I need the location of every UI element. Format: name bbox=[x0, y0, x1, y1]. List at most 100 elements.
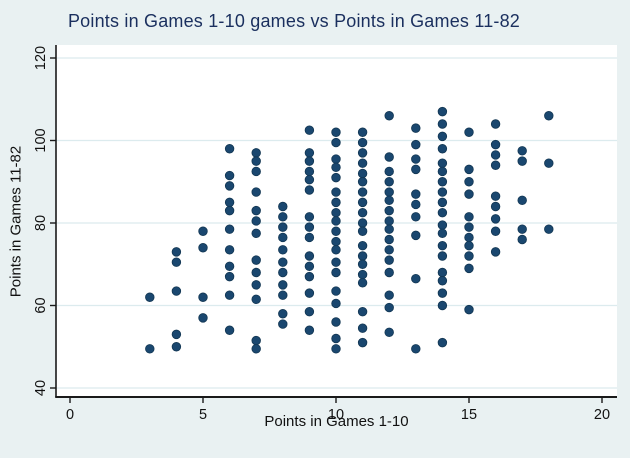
scatter-point bbox=[224, 197, 235, 208]
scatter-point bbox=[331, 137, 341, 148]
scatter-point bbox=[251, 216, 261, 226]
scatter-point bbox=[357, 240, 368, 251]
scatter-point bbox=[251, 156, 261, 166]
scatter-point bbox=[331, 286, 341, 296]
scatter-point bbox=[490, 150, 501, 160]
scatter-point bbox=[278, 222, 288, 232]
scatter-point bbox=[384, 177, 394, 187]
scatter-point bbox=[437, 158, 448, 168]
scatter-point bbox=[278, 257, 288, 267]
scatter-point bbox=[171, 342, 182, 352]
scatter-point bbox=[357, 226, 368, 236]
scatter-point bbox=[384, 205, 394, 216]
scatter-point bbox=[331, 127, 341, 137]
scatter-point bbox=[437, 207, 448, 218]
scatter-point bbox=[278, 267, 288, 278]
scatter-point bbox=[357, 168, 368, 179]
x-tick-label: 0 bbox=[66, 407, 74, 423]
scatter-point bbox=[464, 251, 474, 261]
scatter-point bbox=[464, 164, 474, 175]
scatter-point bbox=[464, 263, 474, 274]
scatter-point bbox=[464, 177, 474, 187]
scatter-point bbox=[437, 337, 448, 348]
scatter-point bbox=[224, 271, 235, 282]
scatter-point bbox=[357, 127, 368, 137]
scatter-point bbox=[224, 205, 235, 216]
scatter-point bbox=[304, 271, 315, 282]
x-axis-title: Points in Games 1-10 bbox=[264, 413, 409, 430]
scatter-point bbox=[464, 304, 474, 315]
scatter-point bbox=[437, 197, 448, 208]
scatter-point bbox=[304, 306, 315, 317]
scatter-point bbox=[331, 172, 341, 183]
scatter-point bbox=[198, 226, 208, 236]
scatter-point bbox=[251, 148, 261, 158]
scatter-point bbox=[411, 154, 421, 164]
scatter-point bbox=[490, 160, 501, 170]
scatter-point bbox=[544, 158, 554, 168]
scatter-point bbox=[331, 317, 341, 327]
scatter-point bbox=[437, 240, 448, 251]
scatter-point bbox=[251, 267, 261, 278]
scatter-point bbox=[224, 181, 235, 191]
scatter-point bbox=[331, 162, 341, 173]
scatter-point bbox=[411, 139, 421, 150]
scatter-point bbox=[278, 212, 288, 222]
scatter-point bbox=[224, 261, 235, 272]
scatter-point bbox=[304, 288, 315, 298]
scatter-point bbox=[145, 344, 155, 354]
scatter-point bbox=[304, 174, 315, 185]
scatter-point bbox=[171, 286, 182, 296]
scatter-point bbox=[251, 187, 261, 197]
scatter-point bbox=[464, 232, 474, 243]
scatter-point bbox=[357, 177, 368, 187]
scatter-point bbox=[331, 207, 341, 218]
scatter-point bbox=[517, 224, 527, 234]
scatter-point bbox=[490, 191, 501, 201]
scatter-point bbox=[437, 166, 448, 177]
scatter-point bbox=[145, 292, 155, 302]
scatter-point bbox=[544, 111, 554, 121]
scatter-point bbox=[251, 255, 261, 265]
y-tick-label: 100 bbox=[33, 128, 49, 152]
scatter-point bbox=[437, 177, 448, 187]
scatter-point bbox=[437, 267, 448, 278]
scatter-point bbox=[331, 333, 341, 344]
scatter-point bbox=[437, 187, 448, 197]
scatter-point bbox=[357, 259, 368, 269]
scatter-point bbox=[490, 214, 501, 224]
scatter-point bbox=[437, 300, 448, 311]
x-tick-label: 15 bbox=[461, 407, 477, 423]
scatter-point bbox=[384, 111, 394, 121]
scatter-point bbox=[304, 232, 315, 243]
scatter-point bbox=[331, 197, 341, 208]
y-axis-title: Points in Games 11-82 bbox=[7, 145, 25, 298]
scatter-point bbox=[224, 224, 235, 234]
scatter-point bbox=[384, 224, 394, 234]
scatter-point bbox=[384, 290, 394, 300]
scatter-point bbox=[331, 187, 341, 197]
scatter-point bbox=[278, 245, 288, 255]
scatter-point bbox=[251, 344, 261, 354]
scatter-point bbox=[171, 247, 182, 257]
scatter-point bbox=[464, 222, 474, 232]
scatter-point bbox=[464, 212, 474, 222]
scatter-point bbox=[357, 323, 368, 333]
scatter-point bbox=[224, 290, 235, 300]
y-tick-label: 60 bbox=[33, 297, 49, 313]
scatter-point bbox=[464, 240, 474, 251]
scatter-point bbox=[357, 278, 368, 288]
scatter-point bbox=[304, 325, 315, 335]
scatter-point bbox=[331, 257, 341, 267]
scatter-point bbox=[437, 288, 448, 298]
x-tick-label: 20 bbox=[594, 407, 610, 423]
scatter-point bbox=[357, 306, 368, 317]
scatter-point bbox=[411, 199, 421, 210]
scatter-point bbox=[384, 195, 394, 206]
scatter-point bbox=[384, 267, 394, 278]
scatter-point bbox=[278, 290, 288, 300]
scatter-point bbox=[411, 164, 421, 175]
scatter-point bbox=[331, 154, 341, 164]
